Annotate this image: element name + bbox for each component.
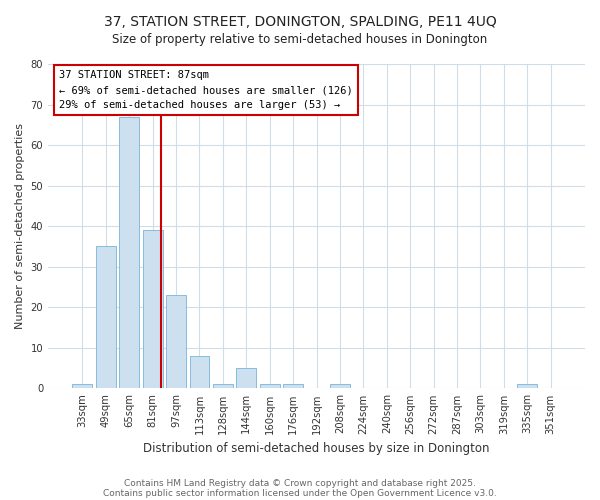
Text: 37, STATION STREET, DONINGTON, SPALDING, PE11 4UQ: 37, STATION STREET, DONINGTON, SPALDING,… xyxy=(104,15,496,29)
Y-axis label: Number of semi-detached properties: Number of semi-detached properties xyxy=(15,123,25,329)
Bar xyxy=(73,384,92,388)
Bar xyxy=(330,384,350,388)
Bar xyxy=(260,384,280,388)
Bar xyxy=(283,384,303,388)
Bar xyxy=(236,368,256,388)
Text: 37 STATION STREET: 87sqm
← 69% of semi-detached houses are smaller (126)
29% of : 37 STATION STREET: 87sqm ← 69% of semi-d… xyxy=(59,70,353,110)
Text: Contains public sector information licensed under the Open Government Licence v3: Contains public sector information licen… xyxy=(103,488,497,498)
X-axis label: Distribution of semi-detached houses by size in Donington: Distribution of semi-detached houses by … xyxy=(143,442,490,455)
Text: Size of property relative to semi-detached houses in Donington: Size of property relative to semi-detach… xyxy=(112,32,488,46)
Bar xyxy=(96,246,116,388)
Bar xyxy=(166,295,186,388)
Bar xyxy=(143,230,163,388)
Bar xyxy=(517,384,537,388)
Bar xyxy=(190,356,209,388)
Text: Contains HM Land Registry data © Crown copyright and database right 2025.: Contains HM Land Registry data © Crown c… xyxy=(124,478,476,488)
Bar xyxy=(119,116,139,388)
Bar xyxy=(213,384,233,388)
